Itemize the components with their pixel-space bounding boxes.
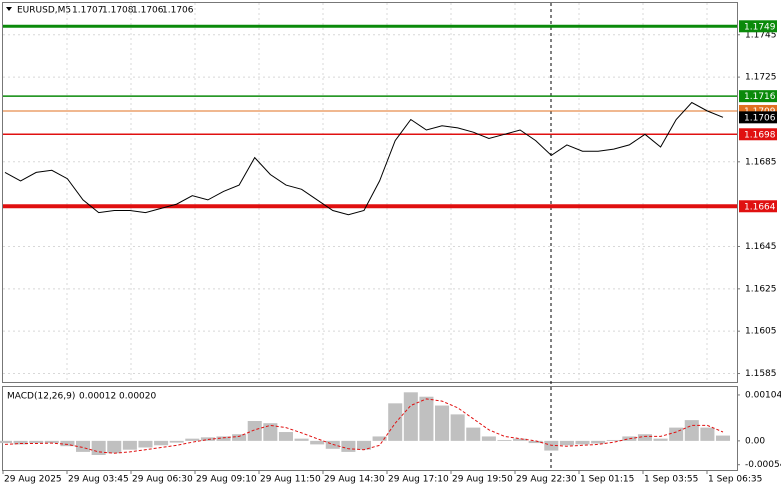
histogram-bar: [669, 427, 684, 441]
macd-panel: [2, 386, 738, 471]
y-tick-label: 1.1645: [745, 242, 777, 252]
histogram-bar: [715, 435, 731, 441]
price-line: [4, 101, 724, 216]
level-label: 1.1706: [744, 113, 776, 123]
level-tag: [739, 128, 777, 141]
ohlc-value: 1.1706: [162, 6, 194, 16]
histogram-bar: [528, 440, 543, 444]
x-tick-label: 29 Aug 03:45: [68, 475, 129, 485]
histogram-bar: [559, 440, 574, 446]
histogram-bar: [653, 438, 668, 441]
macd-title: MACD(12,26,9): [7, 392, 75, 402]
histogram-bar: [497, 439, 512, 441]
price-panel: [2, 2, 738, 383]
x-tick-label: 1 Sep 03:55: [644, 475, 698, 485]
histogram-bar: [263, 423, 278, 441]
y-tick-label: -0.00054: [745, 460, 781, 470]
histogram-bar: [700, 427, 715, 441]
ohlc-value: 1.1706: [132, 6, 164, 16]
y-tick-label: 1.1585: [745, 369, 777, 379]
x-tick-label: 1 Sep 06:35: [708, 475, 762, 485]
ohlc-value: 1.1708: [102, 6, 134, 16]
menu-arrow[interactable]: [6, 7, 12, 11]
histogram-bar: [356, 440, 372, 450]
symbol-title: EURUSD,M5: [17, 6, 71, 16]
y-tick-label: 0.00104: [745, 390, 781, 400]
level-label: 1.1664: [744, 202, 776, 212]
histogram-bar: [637, 434, 652, 441]
x-tick-label: 29 Aug 06:30: [132, 475, 193, 485]
histogram-bar: [138, 440, 153, 448]
x-tick-label: 29 Aug 17:10: [388, 475, 449, 485]
y-tick-label: 1.1625: [745, 284, 777, 294]
histogram-bar: [466, 427, 481, 441]
histogram-bar: [13, 440, 28, 445]
level-tag: [739, 90, 777, 103]
macd-readout: 0.00020: [119, 392, 156, 402]
x-tick-label: 29 Aug 22:30: [516, 475, 577, 485]
level-label: 1.1698: [744, 130, 776, 140]
histogram-bar: [122, 440, 137, 450]
histogram-bar: [216, 436, 231, 441]
histogram-bar: [419, 396, 434, 441]
y-tick-label: 1.1745: [745, 30, 777, 40]
histogram-bar: [341, 440, 356, 452]
x-tick-label: 29 Aug 14:30: [324, 475, 385, 485]
histogram-bar: [107, 440, 122, 454]
histogram-bar: [185, 438, 200, 441]
x-tick-label: 29 Aug 11:50: [260, 475, 321, 485]
histogram-bar: [513, 438, 528, 441]
y-tick-label: 0.00: [745, 436, 765, 446]
x-tick-label: 29 Aug 2025: [4, 475, 62, 485]
x-tick-label: 1 Sep 01:15: [580, 475, 634, 485]
histogram-bar: [388, 403, 403, 441]
histogram-bar: [294, 438, 309, 441]
y-tick-label: 1.1685: [745, 157, 777, 167]
level-label: 1.1716: [744, 92, 776, 102]
histogram-bar: [76, 440, 91, 452]
histogram-bar: [91, 440, 106, 455]
histogram-bar: [372, 436, 387, 441]
histogram-bar: [591, 440, 606, 444]
level-label: 1.1749: [744, 22, 776, 32]
histogram-bar: [481, 436, 496, 441]
level-tag: [739, 200, 777, 213]
histogram-bar: [60, 440, 75, 447]
y-tick-label: 1.1605: [745, 327, 777, 337]
histogram-bar: [247, 420, 262, 441]
signal-line: [4, 398, 724, 454]
histogram-bar: [278, 432, 293, 441]
y-tick-label: 1.1725: [745, 73, 777, 83]
histogram-bar: [29, 440, 44, 444]
histogram-bar: [435, 405, 450, 441]
histogram-bar: [450, 414, 465, 441]
histogram-bar: [154, 440, 169, 446]
histogram-bar: [684, 420, 699, 441]
level-tag: [739, 111, 777, 124]
histogram-bar: [0, 440, 13, 444]
histogram-bar: [232, 434, 247, 441]
histogram-bar: [575, 440, 590, 445]
x-tick-label: 29 Aug 19:50: [452, 475, 513, 485]
histogram-bar: [44, 440, 59, 444]
histogram-bar: [606, 439, 621, 441]
level-tag: [739, 20, 777, 33]
macd-readout: 0.00012: [79, 392, 116, 402]
histogram-bar: [310, 440, 325, 445]
ohlc-value: 1.1707: [72, 6, 104, 16]
histogram-bar: [169, 440, 184, 443]
histogram-bar: [403, 392, 418, 441]
x-tick-label: 29 Aug 09:10: [196, 475, 257, 485]
